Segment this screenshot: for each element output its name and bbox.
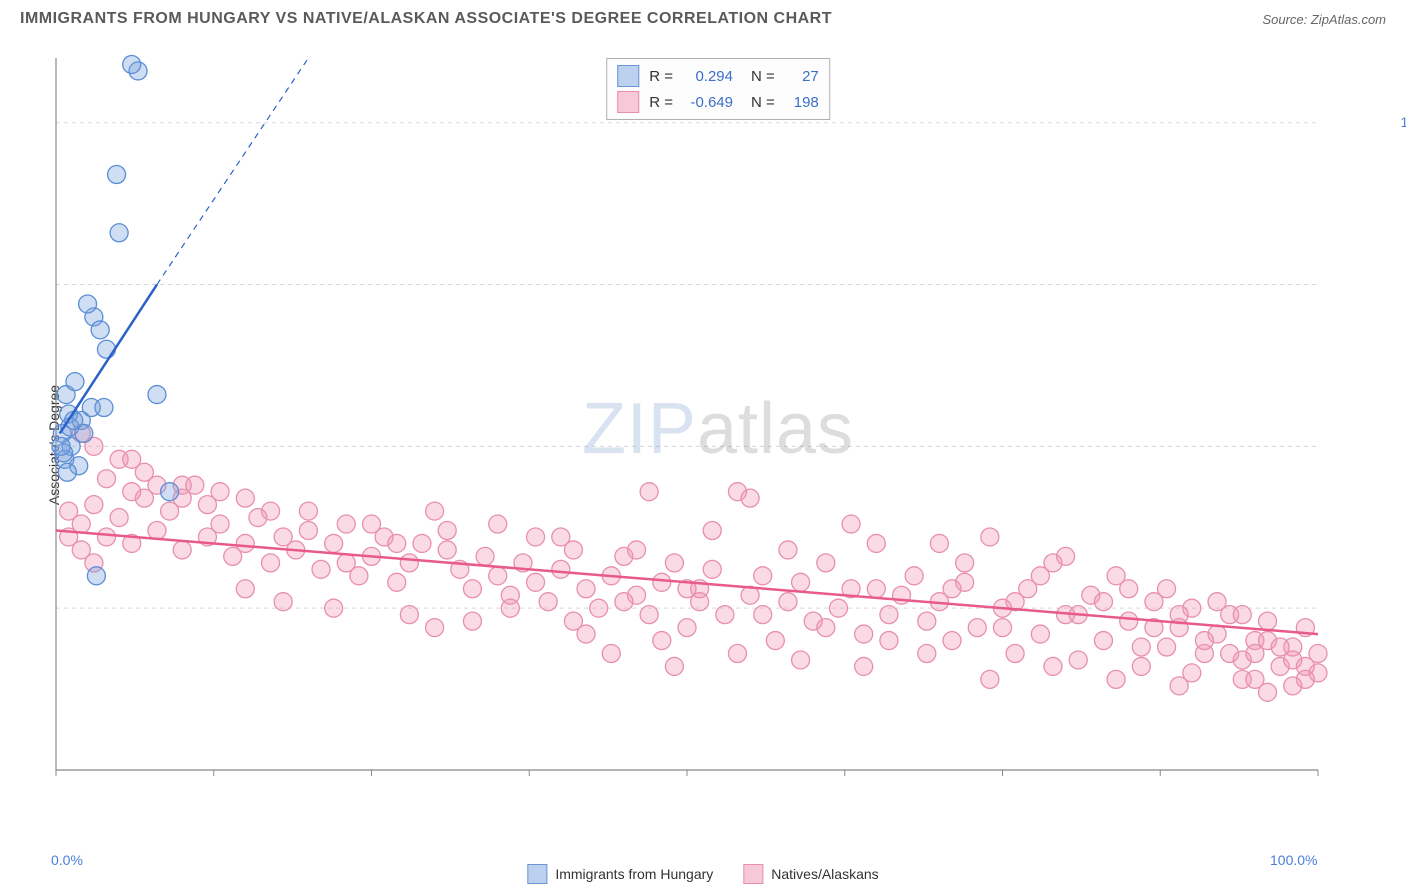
stats-swatch (617, 91, 639, 113)
y-tick-label: 100.0% (1401, 114, 1406, 130)
source-label: Source: ZipAtlas.com (1262, 12, 1386, 27)
bottom-legend: Immigrants from Hungary Natives/Alaskans (527, 864, 878, 884)
legend-label: Natives/Alaskans (771, 866, 878, 882)
stats-n-label: N = (751, 68, 775, 85)
x-tick-label: 0.0% (51, 852, 83, 868)
stats-row: R = -0.649 N = 198 (617, 89, 819, 115)
stats-row: R = 0.294 N = 27 (617, 63, 819, 89)
stats-n-label: N = (751, 94, 775, 111)
stats-n-value: 198 (785, 94, 819, 111)
stats-r-value: -0.649 (683, 94, 733, 111)
x-tick-label: 100.0% (1270, 852, 1317, 868)
chart-title: IMMIGRANTS FROM HUNGARY VS NATIVE/ALASKA… (20, 10, 832, 28)
stats-r-label: R = (649, 94, 673, 111)
chart-container: Associate's Degree ZIPatlas R = 0.294 N … (48, 50, 1388, 840)
stats-swatch (617, 65, 639, 87)
stats-r-label: R = (649, 68, 673, 85)
legend-swatch (527, 864, 547, 884)
scatter-plot (48, 50, 1328, 800)
legend-item: Immigrants from Hungary (527, 864, 713, 884)
stats-n-value: 27 (785, 68, 819, 85)
stats-legend-box: R = 0.294 N = 27 R = -0.649 N = 198 (606, 58, 830, 120)
stats-r-value: 0.294 (683, 68, 733, 85)
legend-swatch (743, 864, 763, 884)
legend-label: Immigrants from Hungary (555, 866, 713, 882)
legend-item: Natives/Alaskans (743, 864, 878, 884)
